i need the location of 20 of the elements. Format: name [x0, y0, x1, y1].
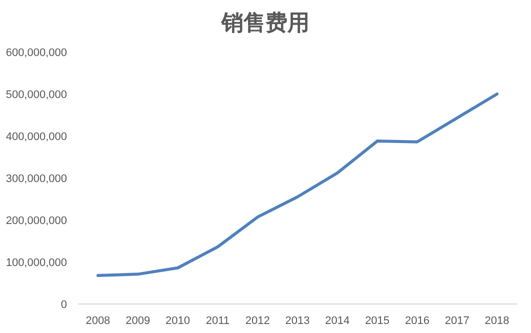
- y-tick-label: 600,000,000: [6, 46, 67, 59]
- x-tick-label: 2017: [444, 315, 470, 327]
- line-series: [96, 92, 499, 277]
- x-tick-label: 2018: [484, 315, 510, 327]
- x-tick-label: 2015: [365, 315, 390, 327]
- x-tick-label: 2012: [245, 315, 270, 327]
- y-tick-label: 0: [60, 298, 67, 311]
- x-tick-label: 2010: [166, 315, 190, 327]
- chart-title: 销售费用: [220, 10, 310, 36]
- y-tick-label: 300,000,000: [6, 172, 67, 185]
- x-tick-label: 2016: [404, 315, 430, 327]
- x-tick-label: 2009: [126, 315, 150, 327]
- y-tick-label: 200,000,000: [6, 214, 67, 227]
- x-tick-label: 2013: [285, 315, 310, 327]
- x-tick-label: 2011: [206, 315, 230, 327]
- y-tick-label: 100,000,000: [6, 256, 67, 269]
- x-tick-label: 2014: [325, 315, 350, 327]
- x-tick-label: 2008: [86, 315, 110, 327]
- y-tick-label: 400,000,000: [6, 130, 67, 143]
- y-tick-label: 500,000,000: [6, 88, 67, 101]
